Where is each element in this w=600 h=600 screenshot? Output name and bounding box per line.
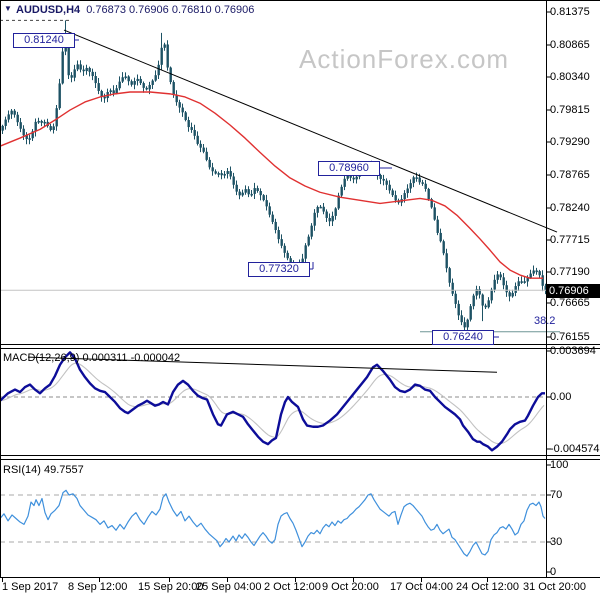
price-tick-label: 0.79290	[550, 136, 590, 148]
time-tick-label: 9 Oct 20:00	[322, 581, 379, 593]
rsi-tick-label: 30	[550, 536, 563, 548]
price-tick-label: 0.80340	[550, 71, 590, 83]
rsi-tick-label: 0	[550, 566, 557, 578]
macd-tick-label: 0.00	[550, 391, 572, 403]
time-tick-label: 31 Oct 20:00	[523, 581, 586, 593]
price-level-label[interactable]: 0.76240	[432, 330, 494, 345]
rsi-indicator-title: RSI(14) 49.7557	[3, 464, 84, 476]
fib-retracement-label: 38.2	[534, 315, 556, 327]
price-level-label[interactable]: 0.81240	[13, 33, 75, 48]
price-tick-label: 0.80865	[550, 39, 590, 51]
watermark: ActionForex.com	[299, 44, 510, 74]
price-tick-label: 0.77715	[550, 234, 590, 246]
price-tick-label: 0.81375	[550, 6, 590, 18]
symbol-label: AUDUSD,H4	[16, 4, 81, 16]
time-tick-label: 25 Sep 04:00	[196, 581, 262, 593]
symbol-marker-icon: ▼	[4, 4, 12, 13]
price-level-label[interactable]: 0.77320	[248, 262, 310, 277]
time-tick-label: 2 Oct 12:00	[264, 581, 321, 593]
chart-header: AUDUSD,H4 0.76873 0.76906 0.76810 0.76906	[16, 4, 254, 16]
price-tick-label: 0.78240	[550, 202, 590, 214]
macd-tick-label: -0.004574	[550, 443, 600, 455]
time-tick-label: 17 Oct 04:00	[390, 581, 453, 593]
price-tick-label: 0.79815	[550, 104, 590, 116]
time-tick-label: 24 Oct 12:00	[456, 581, 519, 593]
price-tick-label: 0.76665	[550, 297, 590, 309]
price-tick-label: 0.78765	[550, 169, 590, 181]
time-tick-label: 15 Sep 20:00	[138, 581, 204, 593]
macd-indicator-title: MACD(12,26,9) 0.000311 -0.000042	[3, 352, 181, 364]
rsi-tick-label: 70	[550, 489, 563, 501]
ohlc-readout: 0.76873 0.76906 0.76810 0.76906	[86, 4, 255, 16]
price-tick-label: 0.77190	[550, 266, 590, 278]
current-price-badge: 0.76906	[547, 284, 600, 298]
time-tick-label: 8 Sep 12:00	[68, 581, 128, 593]
rsi-tick-label: 100	[550, 459, 569, 471]
price-tick-label: 0.76155	[550, 331, 590, 343]
time-tick-label: 1 Sep 2017	[2, 581, 59, 593]
price-level-label[interactable]: 0.78960	[318, 161, 380, 176]
